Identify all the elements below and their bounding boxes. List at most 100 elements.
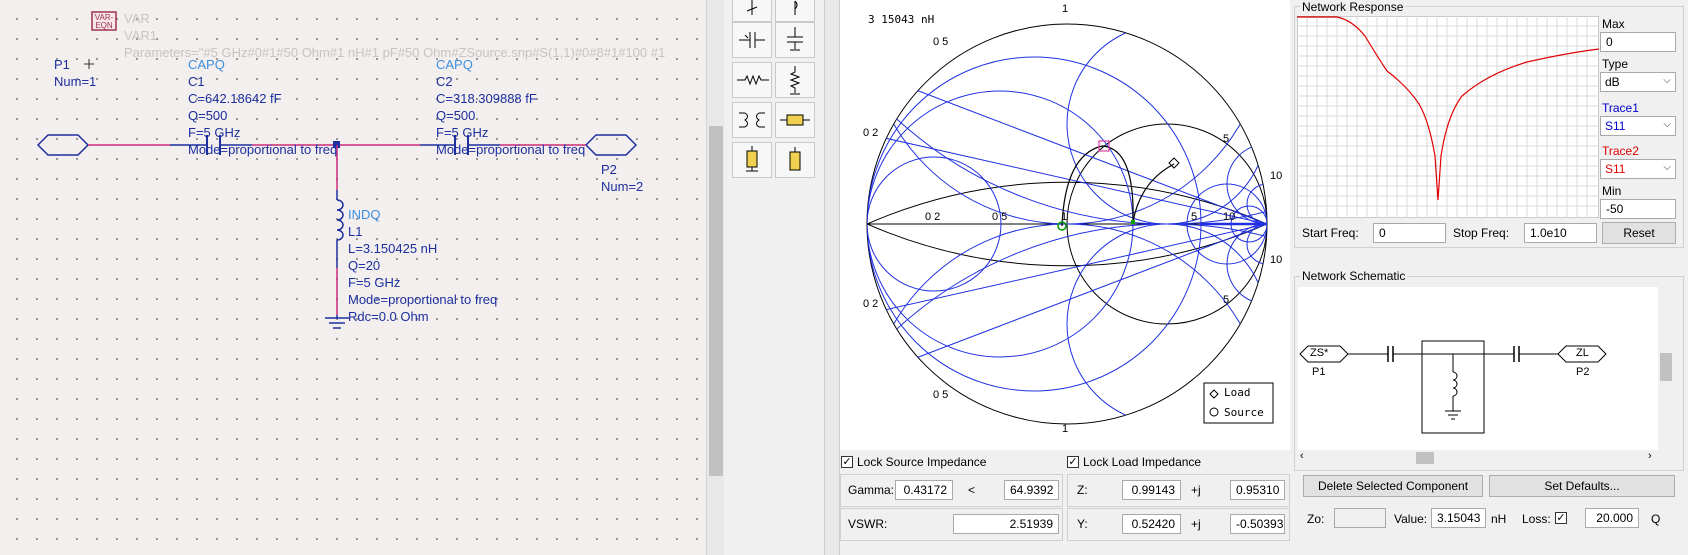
source-marker-icon (1057, 221, 1067, 231)
palette-shunt-open-stub-button[interactable] (732, 0, 772, 22)
c1-type: CAPQ (188, 57, 225, 72)
trace2-select[interactable]: S11 ⌵ (1600, 159, 1676, 179)
reset-button[interactable]: Reset (1602, 222, 1676, 244)
c2-type: CAPQ (436, 57, 473, 72)
zo-label: Zo: (1307, 512, 1325, 526)
trace1-select[interactable]: S11 ⌵ (1600, 116, 1676, 136)
loss-field[interactable]: 20.000 (1585, 508, 1639, 528)
c2-value: C=318.309888 fF (436, 91, 537, 106)
chevron-down-icon: ⌵ (1663, 75, 1671, 86)
gamma-label: Gamma: (848, 483, 895, 497)
palette-series-line-button[interactable] (775, 102, 815, 138)
set-defaults-button[interactable]: Set Defaults... (1489, 475, 1675, 497)
palette-shunt-resistor-button[interactable] (775, 62, 815, 98)
scrollbar-thumb[interactable] (1660, 353, 1672, 381)
var-eqn-icon[interactable]: VAR-EQN (94, 13, 114, 30)
c2-mode: Mode=proportional to freq (436, 142, 586, 157)
zs-label: ZS* (1310, 347, 1329, 359)
var-name-label: VAR1 (124, 28, 157, 43)
palette-shunt-line-open-button[interactable] (775, 142, 815, 178)
series-capacitor-icon (739, 32, 765, 48)
legend-source-label: Source (1224, 406, 1264, 419)
network-response-title: Network Response (1300, 0, 1406, 14)
scrollbar-thumb[interactable] (709, 126, 723, 476)
p2-num: Num=2 (601, 179, 644, 194)
trace2-label: Trace2 (1602, 144, 1639, 158)
smith-label-axis-05: 0 5 (992, 211, 1008, 223)
scroll-right-icon[interactable]: › (1648, 450, 1652, 462)
start-freq-label: Start Freq: (1302, 226, 1359, 240)
network-schematic-hscroll[interactable]: ‹ › (1298, 450, 1658, 466)
q-label: Q (1651, 512, 1661, 526)
shunt-stub-icon (746, 0, 758, 15)
min-field[interactable]: -50 (1600, 199, 1676, 219)
palette-shunt-stub2-button[interactable] (775, 0, 815, 22)
y-imag-field[interactable]: -0.50393 (1230, 514, 1285, 534)
start-freq-field[interactable]: 0 (1373, 223, 1446, 243)
z-real-field[interactable]: 0.99143 (1122, 480, 1181, 500)
network-schematic-vscroll[interactable] (1658, 287, 1674, 450)
lock-load-checkbox[interactable]: ✓ (1067, 456, 1079, 468)
panel-divider[interactable] (824, 0, 840, 555)
min-label: Min (1602, 184, 1622, 198)
z-group (1067, 474, 1290, 507)
scroll-left-icon[interactable]: ‹ (1300, 450, 1304, 462)
z-label: Z: (1077, 483, 1088, 497)
gamma-magnitude-field[interactable]: 0.43172 (895, 480, 953, 500)
schematic-canvas[interactable]: VAR-EQN VAR VAR1 Parameters="#5 GHz#0#1#… (0, 0, 706, 555)
gamma-angle-field[interactable]: 64.9392 (1004, 480, 1059, 500)
palette-shunt-capacitor-button[interactable] (775, 22, 815, 58)
palette-series-capacitor-button[interactable] (732, 22, 772, 58)
stop-freq-field[interactable]: 1.0e10 (1524, 223, 1597, 243)
palette-shunt-line-short-button[interactable] (732, 142, 772, 178)
smith-label-bottom: 1 (1062, 423, 1069, 435)
y-group (1067, 508, 1290, 541)
vswr-label: VSWR: (848, 517, 888, 531)
network-response-group (1294, 6, 1684, 248)
lock-source-checkbox[interactable]: ✓ (841, 456, 853, 468)
value-field[interactable]: 3.15043 (1431, 508, 1486, 528)
lock-load-label: Lock Load Impedance (1083, 455, 1202, 469)
trace1-select-value: S11 (1605, 119, 1626, 133)
schematic-vertical-scrollbar[interactable] (706, 0, 725, 555)
type-label: Type (1602, 57, 1629, 71)
marker-current-point (1098, 140, 1110, 152)
palette-series-resistor-button[interactable] (732, 62, 772, 98)
smith-chart[interactable] (840, 0, 1290, 450)
angle-symbol: < (968, 483, 976, 497)
y-label: Y: (1077, 517, 1088, 531)
transformer-icon (739, 112, 765, 128)
zo-field[interactable] (1334, 508, 1386, 528)
series-line-icon (780, 114, 810, 126)
network-response-plot[interactable] (1297, 16, 1599, 218)
z-imag-field[interactable]: 0.95310 (1230, 480, 1285, 500)
network-schematic-view[interactable]: ZS* P1 ZL P2 (1298, 287, 1658, 450)
scrollbar-thumb[interactable] (1416, 452, 1434, 464)
max-field[interactable]: 0 (1600, 32, 1676, 52)
smith-label-upper-10: 10 (1270, 170, 1283, 182)
l1-freq: F=5 GHz (348, 275, 401, 290)
smith-chart-panel[interactable]: 3 15043 nH 1 1 0 5 0 2 5 10 0 2 0 5 1 5 … (840, 0, 1290, 450)
delete-selected-component-button[interactable]: Delete Selected Component (1303, 475, 1483, 497)
legend-load-label: Load (1224, 386, 1251, 399)
shunt-capacitor-icon (787, 27, 803, 51)
l1-type: INDQ (348, 207, 381, 222)
network-schematic-drawing (1299, 340, 1607, 434)
smith-label-upper-02: 0 2 (863, 127, 879, 139)
type-select[interactable]: dB ⌵ (1600, 72, 1676, 92)
lock-source-label: Lock Source Impedance (857, 455, 987, 469)
palette-transformer-button[interactable] (732, 102, 772, 138)
shunt-resistor-icon (789, 66, 801, 95)
zl-label: ZL (1576, 347, 1589, 359)
y-real-field[interactable]: 0.52420 (1122, 514, 1181, 534)
schematic-wires (36, 11, 638, 329)
loss-checkbox[interactable]: ✓ (1555, 512, 1567, 524)
c1-mode: Mode=proportional to freq (188, 142, 338, 157)
loss-label: Loss: (1522, 512, 1551, 526)
vswr-field[interactable]: 2.51939 (953, 514, 1059, 534)
type-select-value: dB (1605, 75, 1620, 89)
stop-freq-label: Stop Freq: (1453, 226, 1510, 240)
trace1-label: Trace1 (1602, 101, 1639, 115)
smith-label-upper-05: 0 5 (933, 36, 949, 48)
l1-name: L1 (348, 224, 363, 239)
